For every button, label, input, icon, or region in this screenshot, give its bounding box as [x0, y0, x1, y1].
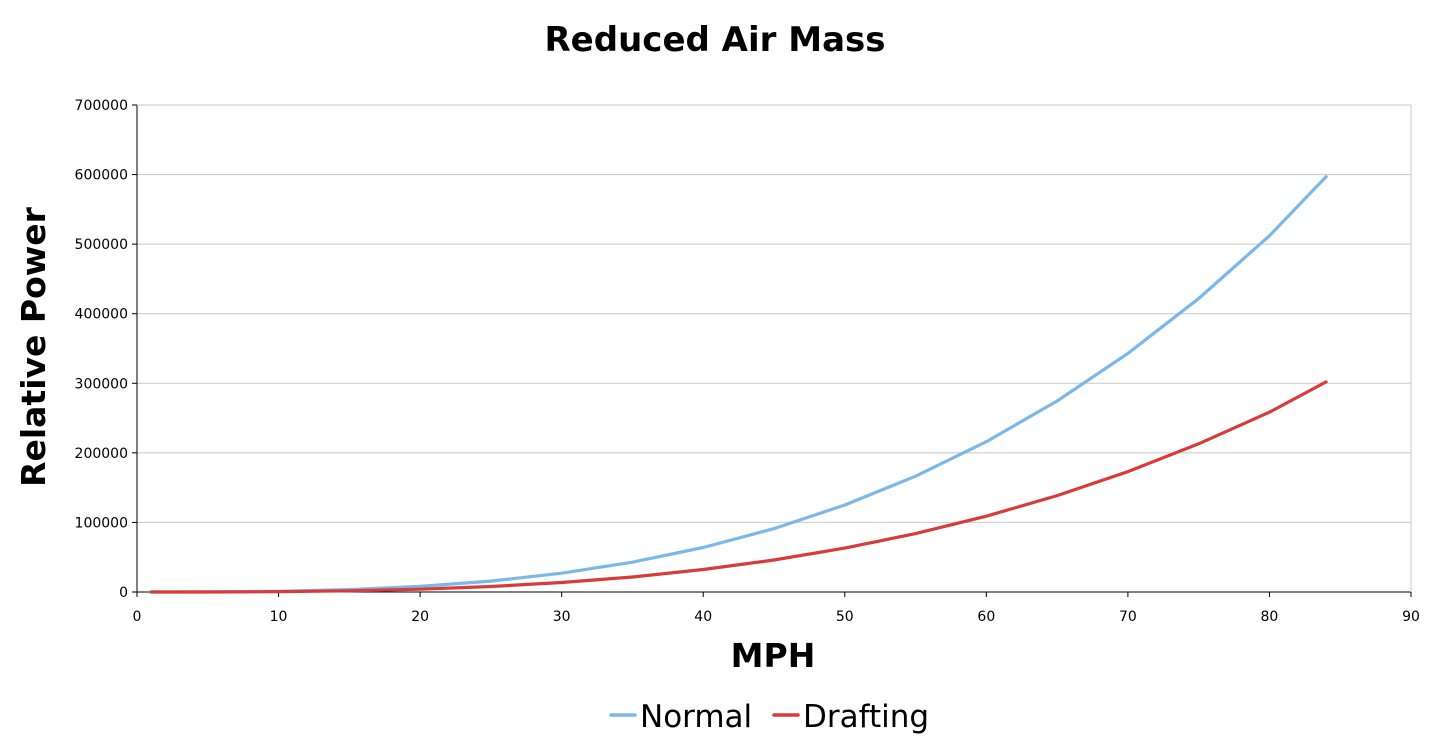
x-tick-label: 90 — [1402, 609, 1420, 625]
x-tick-label: 80 — [1261, 609, 1279, 625]
legend-label-normal: Normal — [640, 699, 752, 735]
x-tick-label: 50 — [836, 609, 854, 625]
series-line-normal — [149, 175, 1328, 594]
axes — [136, 104, 1412, 593]
y-tick-label: 200000 — [75, 446, 128, 462]
legend: Normal Drafting — [609, 699, 929, 735]
gridlines — [137, 104, 1411, 523]
x-tick-label: 0 — [133, 609, 142, 625]
y-tick-label: 400000 — [75, 307, 128, 323]
series-lines — [149, 175, 1328, 594]
y-axis-ticks: 0 100000 200000 300000 400000 500000 600000 700… — [75, 98, 137, 601]
x-axis-title: MPH — [731, 636, 816, 675]
x-tick-label: 70 — [1119, 609, 1137, 625]
x-tick-label: 20 — [411, 609, 429, 625]
x-tick-label: 10 — [270, 609, 288, 625]
x-tick-label: 40 — [694, 609, 712, 625]
y-tick-label: 100000 — [75, 515, 128, 531]
y-tick-label: 700000 — [75, 98, 128, 114]
y-tick-label: 0 — [119, 585, 128, 601]
y-tick-label: 600000 — [75, 168, 128, 184]
y-tick-label: 300000 — [75, 376, 128, 392]
y-axis-title: Relative Power — [14, 206, 53, 487]
y-tick-label: 500000 — [75, 237, 128, 253]
x-tick-label: 60 — [977, 609, 995, 625]
chart-title: Reduced Air Mass — [545, 20, 886, 60]
legend-label-drafting: Drafting — [803, 699, 929, 735]
x-tick-label: 30 — [553, 609, 571, 625]
series-line-drafting — [149, 380, 1328, 594]
x-axis-ticks: 0 10 20 30 40 50 60 70 80 90 — [133, 592, 1420, 625]
